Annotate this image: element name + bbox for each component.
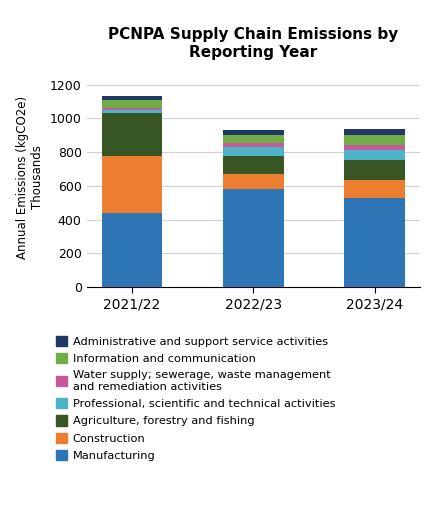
Bar — [223, 157, 284, 174]
Bar — [102, 213, 162, 287]
Bar — [344, 145, 405, 150]
Bar — [223, 130, 284, 135]
Bar — [223, 174, 284, 189]
Bar — [102, 96, 162, 100]
Legend: Administrative and support service activities, Information and communication, Wa: Administrative and support service activ… — [52, 333, 339, 464]
Bar — [223, 144, 284, 147]
Bar — [344, 135, 405, 145]
Bar — [223, 135, 284, 144]
Title: PCNPA Supply Chain Emissions by
Reporting Year: PCNPA Supply Chain Emissions by Reportin… — [108, 27, 398, 60]
Bar — [223, 189, 284, 287]
Bar — [102, 108, 162, 110]
Bar — [344, 129, 405, 135]
Bar — [344, 160, 405, 180]
Bar — [344, 180, 405, 198]
Bar — [102, 113, 162, 157]
Bar — [102, 110, 162, 113]
Bar — [223, 147, 284, 157]
Y-axis label: Annual Emissions (kgCO2e)
Thousands: Annual Emissions (kgCO2e) Thousands — [16, 96, 44, 259]
Bar — [102, 100, 162, 108]
Bar — [102, 157, 162, 213]
Bar — [344, 150, 405, 160]
Bar — [344, 198, 405, 287]
